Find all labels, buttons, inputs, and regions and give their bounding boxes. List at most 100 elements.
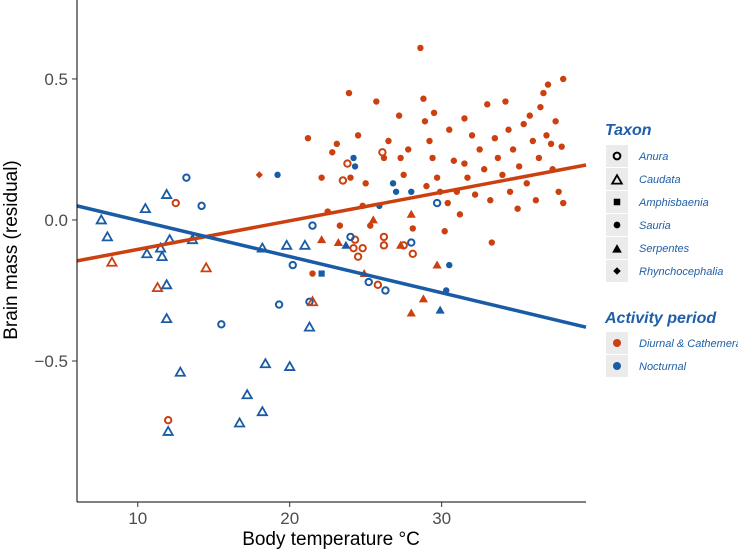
- data-point: [385, 137, 392, 145]
- data-point: [471, 191, 479, 198]
- data-point: [396, 240, 406, 249]
- data-point: [350, 154, 357, 162]
- data-point: [160, 188, 173, 199]
- data-point: [432, 198, 442, 208]
- x-tick-label: 20: [280, 509, 299, 528]
- data-point: [406, 209, 416, 218]
- data-point: [520, 120, 527, 128]
- legend-key-background: [606, 145, 628, 167]
- data-point: [368, 215, 378, 224]
- data-point: [560, 75, 567, 83]
- data-point: [526, 112, 533, 119]
- legend-key-circle: [613, 221, 621, 229]
- data-point: [358, 243, 367, 253]
- y-tick-label: 0.0: [44, 211, 68, 230]
- legend-key-nocturnal: [613, 362, 621, 370]
- data-point: [429, 154, 436, 162]
- data-point: [380, 154, 388, 162]
- legend-label: Diurnal & Cathemeral: [639, 338, 738, 350]
- data-point: [280, 238, 293, 250]
- data-point: [468, 132, 476, 139]
- data-point: [446, 126, 453, 133]
- data-point: [303, 320, 316, 332]
- legend-label: Serpentes: [639, 243, 690, 255]
- data-point: [154, 241, 167, 253]
- data-point: [532, 197, 540, 204]
- x-tick-label: 30: [432, 509, 451, 528]
- regression-line-diurnal: [76, 163, 587, 263]
- data-point: [433, 174, 441, 181]
- legend-key-diurnal: [613, 339, 621, 347]
- data-point: [505, 126, 512, 133]
- data-point: [494, 154, 502, 162]
- data-point: [409, 225, 416, 232]
- data-point: [450, 157, 458, 164]
- y-tick-label: −0.5: [34, 352, 68, 371]
- legend-label: Caudata: [639, 174, 681, 186]
- data-point: [349, 243, 358, 253]
- data-point: [491, 134, 499, 142]
- legend-key-triangle-open: [610, 173, 624, 185]
- legend-key-triangle: [612, 244, 622, 253]
- data-point: [306, 295, 319, 307]
- data-point: [333, 237, 343, 246]
- legend-taxon-title: Taxon: [605, 122, 652, 139]
- data-point: [373, 280, 383, 290]
- data-point: [101, 230, 114, 242]
- data-point: [174, 365, 187, 377]
- data-point: [241, 388, 254, 400]
- data-point: [523, 180, 530, 187]
- data-point: [488, 239, 495, 246]
- data-point: [537, 103, 544, 111]
- data-point: [509, 146, 517, 153]
- data-point: [351, 163, 359, 170]
- data-point: [392, 188, 400, 195]
- data-point: [140, 247, 154, 259]
- data-point: [464, 174, 471, 181]
- data-point: [456, 211, 464, 218]
- data-point: [318, 270, 325, 277]
- y-tick-label: 0.5: [44, 70, 68, 89]
- data-point: [341, 240, 351, 249]
- legend-key-circle-open: [612, 151, 622, 161]
- data-point: [406, 308, 416, 317]
- data-point: [95, 213, 108, 225]
- data-point: [426, 137, 433, 145]
- data-point: [171, 198, 180, 208]
- x-axis-ticks: 10 20 30: [128, 502, 451, 528]
- regression-lines: [76, 163, 587, 329]
- data-point: [217, 320, 226, 329]
- data-point: [182, 173, 191, 182]
- data-point: [354, 132, 362, 139]
- legend-label: Anura: [638, 151, 668, 163]
- data-point: [502, 98, 509, 105]
- y-axis-ticks: −0.5 0.0 0.5: [34, 70, 77, 371]
- data-point: [379, 241, 389, 250]
- data-point: [318, 174, 325, 181]
- data-point: [373, 98, 380, 105]
- data-point: [499, 171, 506, 179]
- x-tick-label: 10: [128, 509, 147, 528]
- data-point: [423, 182, 430, 190]
- data-point: [506, 188, 514, 195]
- data-point: [346, 232, 355, 242]
- legend-activity-title: Activity period: [604, 310, 717, 327]
- data-point: [317, 235, 327, 244]
- legend-label: Rhynchocephalia: [639, 266, 723, 278]
- legend-taxon-entries: Anura Caudata Amphisbaenia Sauria Serpentes R…: [606, 145, 723, 282]
- legend-key-background: [606, 168, 628, 190]
- y-axis-title: Brain mass (residual): [1, 160, 22, 340]
- data-point: [397, 154, 404, 162]
- data-point: [407, 238, 416, 247]
- data-point: [421, 118, 429, 125]
- data-point: [139, 202, 152, 214]
- data-point: [552, 118, 559, 125]
- data-point: [256, 405, 269, 417]
- data-point: [336, 222, 344, 229]
- data-point: [151, 281, 164, 293]
- data-point: [364, 277, 373, 287]
- data-point: [329, 149, 336, 156]
- data-point: [515, 163, 523, 170]
- data-point: [197, 201, 206, 211]
